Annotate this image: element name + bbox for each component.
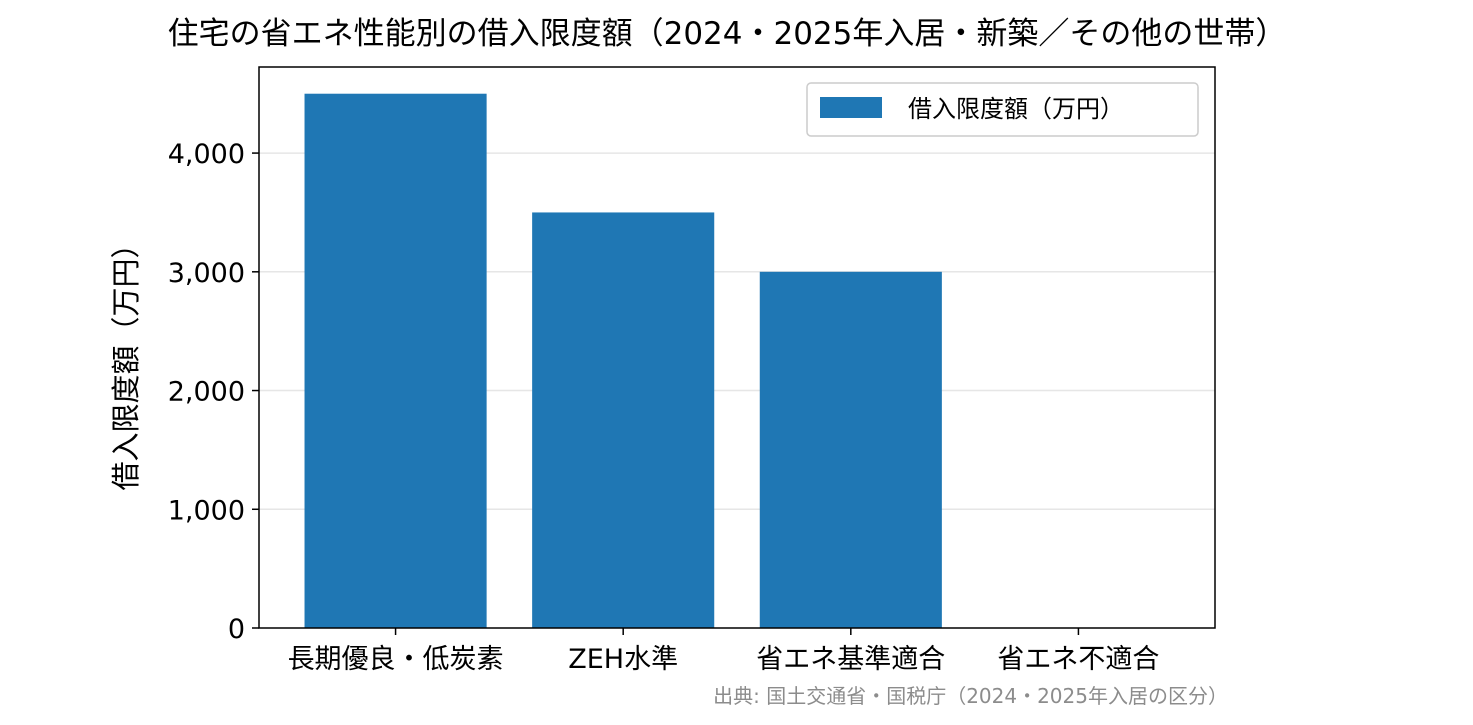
bars xyxy=(304,93,942,628)
y-tick-label: 1,000 xyxy=(168,495,245,526)
y-tick-label: 4,000 xyxy=(168,139,245,170)
bar xyxy=(532,212,715,628)
y-axis-label: 借入限度額（万円） xyxy=(109,229,143,490)
y-tick-label: 0 xyxy=(228,614,245,645)
y-tick-label: 3,000 xyxy=(168,258,245,289)
bar xyxy=(304,93,487,628)
x-tick-label: 省エネ基準適合 xyxy=(756,644,945,675)
chart-title: 住宅の省エネ性能別の借入限度額（2024・2025年入居・新築／その他の世帯） xyxy=(168,16,1287,52)
y-tick-label: 2,000 xyxy=(168,377,245,408)
legend-box xyxy=(806,82,1199,137)
legend-swatch xyxy=(820,97,882,118)
y-axis-ticks: 0 1,000 2,000 3,000 4,000 xyxy=(168,139,259,645)
plot-frame xyxy=(258,66,1216,629)
x-axis-ticks: 長期優良・低炭素 ZEH水準 省エネ基準適合 省エネ不適合 xyxy=(288,628,1159,675)
bar xyxy=(759,271,942,628)
x-tick-label: 長期優良・低炭素 xyxy=(288,644,504,675)
legend: 借入限度額（万円） xyxy=(806,82,1199,137)
legend-label: 借入限度額（万円） xyxy=(908,95,1124,123)
x-tick-label: 省エネ不適合 xyxy=(997,644,1159,675)
source-note: 出典: 国土交通省・国税庁（2024・2025年入居の区分） xyxy=(713,684,1228,708)
x-tick-label: ZEH水準 xyxy=(568,644,678,675)
